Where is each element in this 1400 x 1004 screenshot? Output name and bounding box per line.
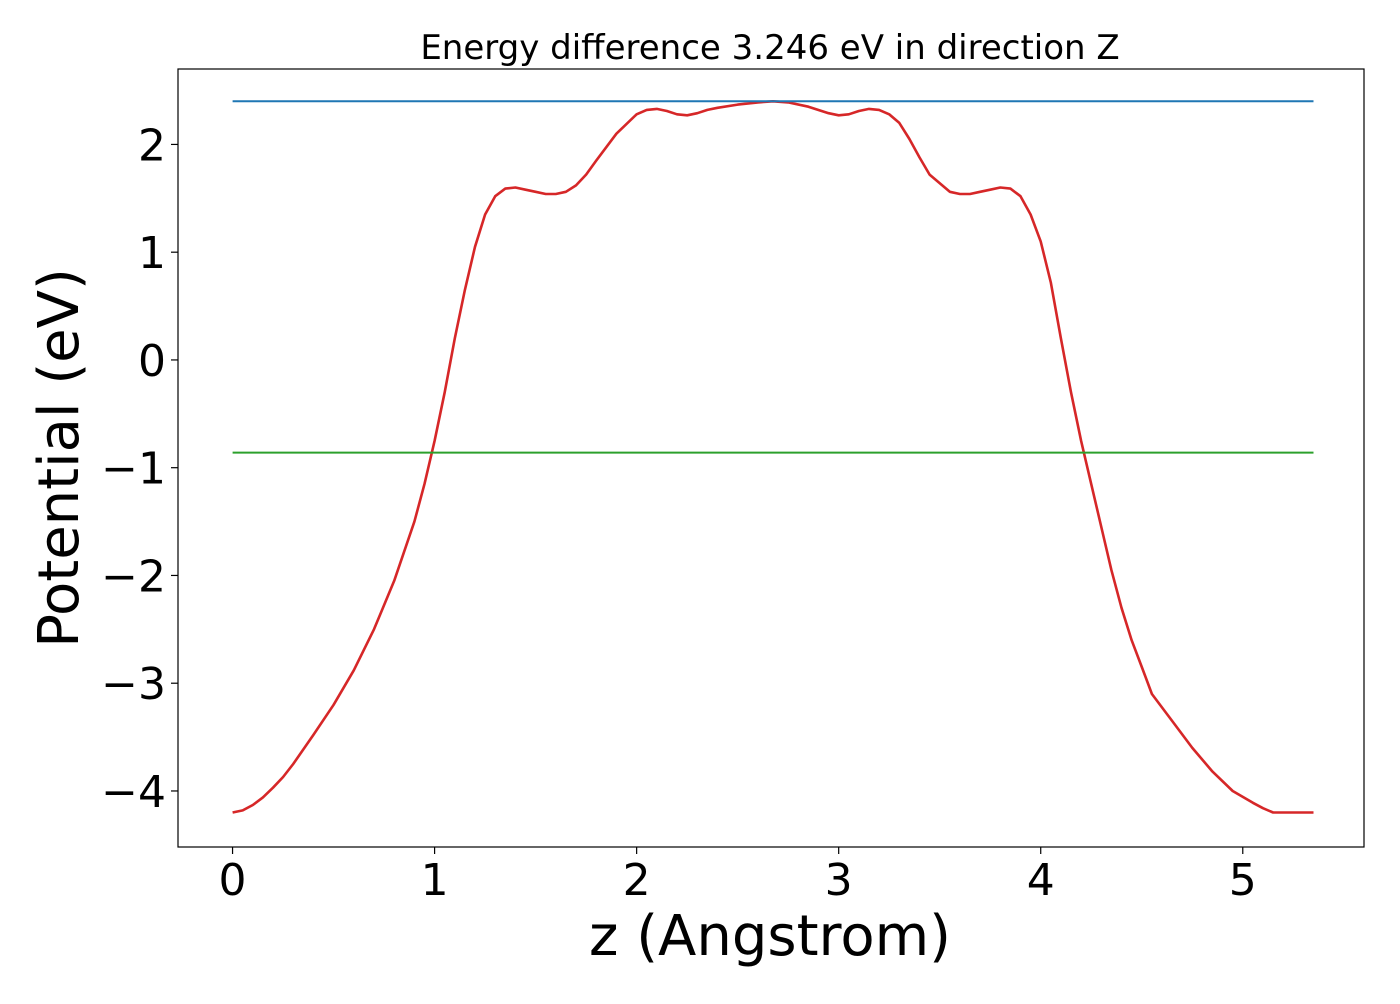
x-axis-ticks: 0 1 2 3 4 5 — [219, 847, 1257, 906]
y-tick-label: 0 — [138, 336, 166, 387]
x-tick-label: 5 — [1229, 855, 1257, 906]
plot-frame — [177, 68, 1365, 848]
y-tick-label: −3 — [101, 659, 166, 710]
y-tick-label: −2 — [101, 551, 166, 602]
plot-lines — [232, 100, 1314, 814]
y-tick-label: −4 — [101, 767, 166, 818]
x-tick-label: 4 — [1027, 855, 1055, 906]
x-axis-label: z (Angstrom) — [589, 904, 951, 969]
x-tick-label: 1 — [421, 855, 449, 906]
x-tick-label: 0 — [219, 855, 247, 906]
y-axis-label: Potential (eV) — [27, 268, 92, 648]
x-tick-label: 2 — [623, 855, 651, 906]
y-tick-label: 2 — [138, 120, 166, 171]
potential-profile-line — [232, 100, 1314, 814]
x-tick-label: 3 — [825, 855, 853, 906]
y-axis-ticks: −4 −3 −2 −1 0 1 2 — [101, 120, 178, 818]
y-tick-label: 1 — [138, 228, 166, 279]
y-tick-label: −1 — [101, 444, 166, 495]
chart-title: Energy difference 3.246 eV in direction … — [420, 28, 1119, 68]
